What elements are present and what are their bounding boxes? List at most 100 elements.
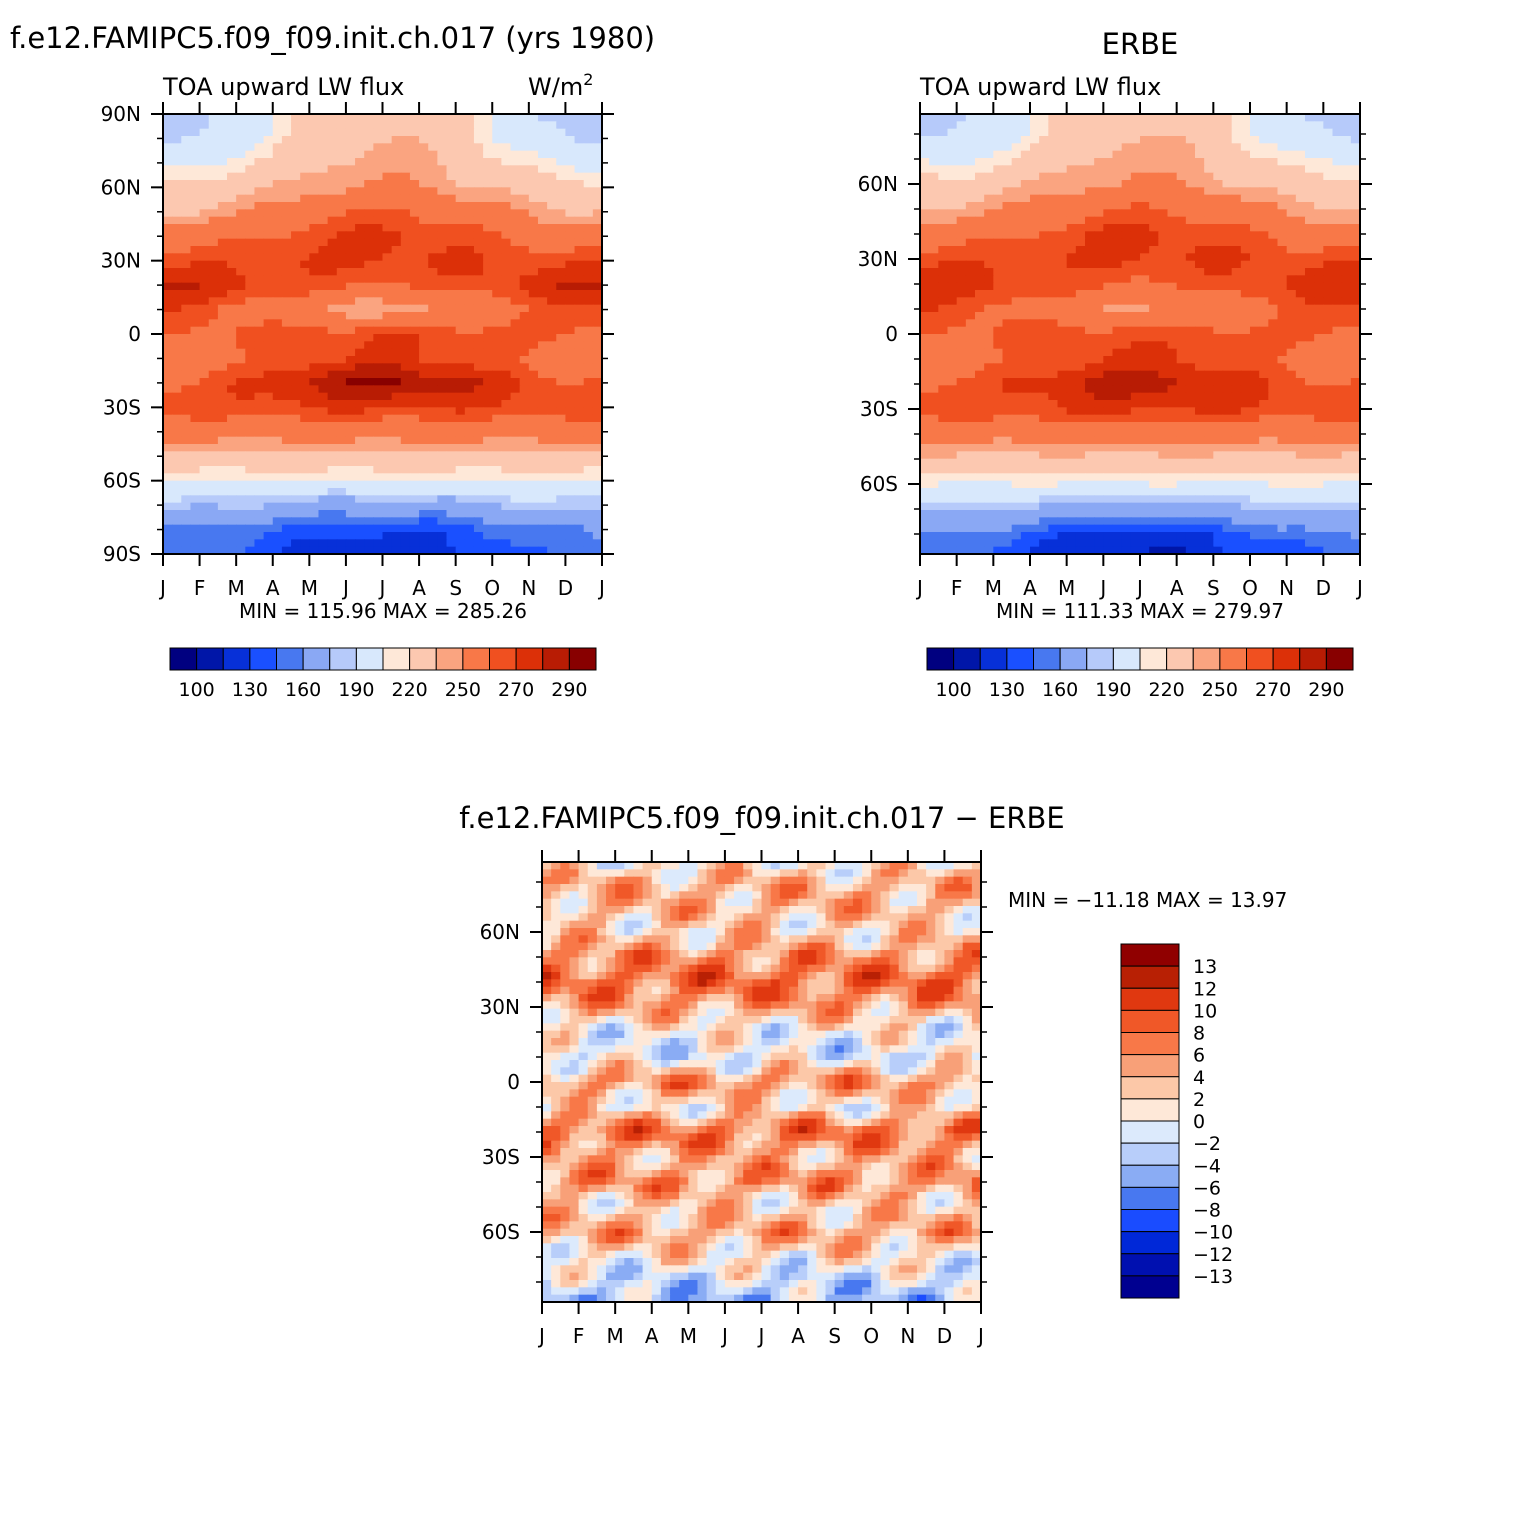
heatmap-cell bbox=[1112, 334, 1123, 342]
heatmap-cell bbox=[565, 172, 576, 181]
heatmap-cell bbox=[336, 348, 347, 357]
heatmap-cell bbox=[272, 297, 283, 306]
heatmap-cell bbox=[1222, 172, 1233, 181]
heatmap-cell bbox=[1075, 275, 1086, 284]
heatmap-cell bbox=[547, 150, 557, 159]
heatmap-cell bbox=[1130, 194, 1141, 203]
heatmap-cell bbox=[1295, 209, 1306, 218]
heatmap-cell bbox=[1305, 407, 1315, 416]
heatmap-cell bbox=[1268, 136, 1279, 144]
heatmap-cell bbox=[163, 180, 173, 188]
heatmap-cell bbox=[975, 209, 985, 218]
heatmap-cell bbox=[437, 502, 448, 511]
heatmap-cell bbox=[382, 136, 393, 144]
heatmap-cell bbox=[181, 378, 192, 386]
heatmap-cell bbox=[1002, 128, 1013, 137]
heatmap-cell bbox=[300, 348, 310, 357]
heatmap-cell bbox=[428, 143, 438, 152]
heatmap-cell bbox=[1048, 128, 1059, 137]
heatmap-cell bbox=[537, 422, 548, 430]
heatmap-cell bbox=[364, 231, 374, 240]
heatmap-cell bbox=[1250, 114, 1260, 122]
heatmap-cell bbox=[547, 356, 557, 364]
heatmap-cell bbox=[291, 488, 301, 496]
heatmap-cell bbox=[528, 172, 539, 181]
heatmap-cell bbox=[1094, 290, 1104, 298]
heatmap-cell bbox=[1048, 275, 1059, 284]
heatmap-cell bbox=[464, 194, 475, 203]
heatmap-cell bbox=[1295, 356, 1306, 364]
heatmap-cell bbox=[464, 495, 475, 504]
heatmap-cell bbox=[1240, 143, 1251, 152]
heatmap-cell bbox=[947, 363, 958, 372]
heatmap-cell bbox=[364, 444, 374, 452]
heatmap-cell bbox=[172, 187, 182, 196]
heatmap-cell bbox=[519, 348, 530, 357]
heatmap-cell bbox=[1268, 407, 1279, 416]
heatmap-cell bbox=[327, 282, 338, 291]
heatmap-cell bbox=[254, 363, 265, 372]
heatmap-cell bbox=[1057, 165, 1068, 174]
heatmap-cell bbox=[1112, 253, 1123, 262]
heatmap-cell bbox=[547, 451, 557, 460]
heatmap-cell bbox=[537, 436, 548, 445]
heatmap-cell bbox=[1323, 246, 1334, 254]
heatmap-cell bbox=[163, 136, 173, 144]
heatmap-cell bbox=[965, 231, 976, 240]
heatmap-cell bbox=[537, 510, 548, 518]
heatmap-cell bbox=[245, 495, 256, 504]
heatmap-cell bbox=[965, 282, 976, 291]
heatmap-cell bbox=[455, 260, 466, 269]
heatmap-cell bbox=[519, 502, 530, 511]
heatmap-cell bbox=[929, 253, 939, 262]
heatmap-cell bbox=[172, 466, 182, 474]
heatmap-cell bbox=[236, 268, 246, 276]
x-tick-label: J bbox=[158, 576, 166, 600]
heatmap-cell bbox=[1332, 400, 1343, 408]
heatmap-cell bbox=[318, 290, 329, 298]
heatmap-cell bbox=[336, 319, 347, 328]
heatmap-cell bbox=[245, 510, 256, 518]
heatmap-cell bbox=[473, 436, 484, 445]
heatmap-cell bbox=[965, 370, 976, 379]
heatmap-cell bbox=[254, 524, 265, 533]
heatmap-cell bbox=[1094, 231, 1104, 240]
heatmap-cell bbox=[1332, 370, 1343, 379]
heatmap-cell bbox=[929, 400, 939, 408]
heatmap-cell bbox=[236, 451, 246, 460]
heatmap-cell bbox=[1075, 260, 1086, 269]
heatmap-cell bbox=[163, 480, 173, 489]
heatmap-cell bbox=[1250, 238, 1260, 247]
heatmap-cell bbox=[537, 290, 548, 298]
heatmap-cell bbox=[355, 458, 365, 467]
heatmap-cell bbox=[1259, 187, 1269, 196]
heatmap-cell bbox=[492, 466, 502, 474]
heatmap-cell bbox=[190, 546, 201, 555]
heatmap-cell bbox=[1204, 312, 1214, 320]
heatmap-cell bbox=[574, 517, 585, 526]
heatmap-cell bbox=[929, 385, 939, 394]
heatmap-cell bbox=[574, 297, 585, 306]
heatmap-cell bbox=[1204, 114, 1214, 122]
heatmap-cell bbox=[464, 385, 475, 394]
colorbar-label: 290 bbox=[551, 679, 587, 701]
heatmap-cell bbox=[1103, 378, 1114, 386]
heatmap-cell bbox=[336, 414, 347, 423]
heatmap-cell bbox=[318, 202, 329, 210]
heatmap-cell bbox=[364, 290, 374, 298]
heatmap-cell bbox=[492, 165, 502, 174]
heatmap-cell bbox=[1048, 209, 1059, 218]
heatmap-cell bbox=[492, 187, 502, 196]
heatmap-cell bbox=[181, 297, 192, 306]
heatmap-cell bbox=[1048, 348, 1059, 357]
heatmap-cell bbox=[1020, 290, 1031, 298]
heatmap-cell bbox=[373, 546, 384, 555]
heatmap-cell bbox=[455, 451, 466, 460]
heatmap-cell bbox=[1011, 238, 1022, 247]
heatmap-cell bbox=[391, 422, 402, 430]
heatmap-cell bbox=[419, 458, 429, 467]
heatmap-cell bbox=[199, 319, 210, 328]
heatmap-cell bbox=[163, 436, 173, 445]
heatmap-cell bbox=[537, 150, 548, 159]
heatmap-cell bbox=[300, 253, 310, 262]
